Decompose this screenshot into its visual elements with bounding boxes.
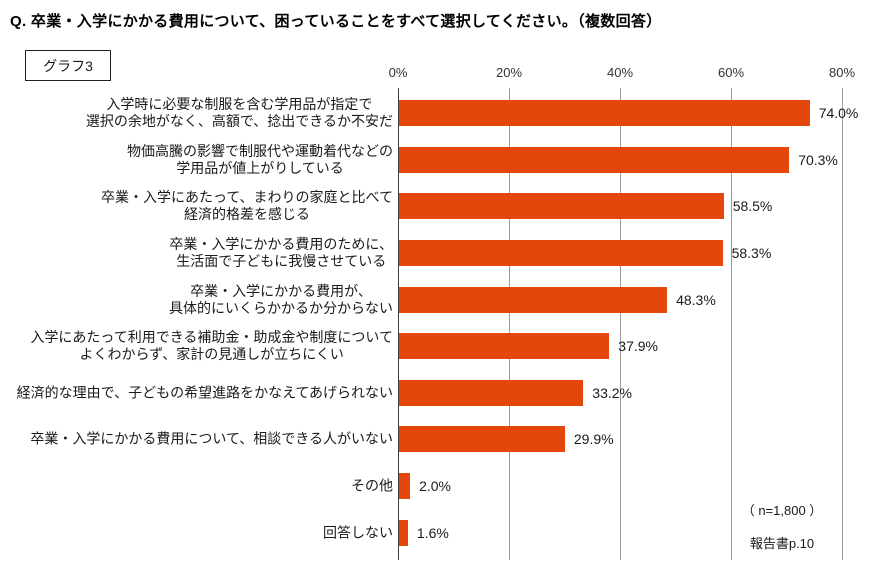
category-label: 入学にあたって利用できる補助金・助成金や制度について よくわからず、家計の見通し…	[30, 329, 393, 363]
category-label: 回答しない	[323, 524, 393, 541]
bar-line: 58.3%	[399, 230, 771, 277]
value-label: 1.6%	[416, 524, 449, 541]
bar-row: 入学時に必要な制服を含む学用品が指定で 選択の余地がなく、高額で、捻出できるか不…	[0, 90, 888, 137]
bar-row: 回答しない 1.6%	[0, 509, 888, 556]
axis-tick-label-80: 80%	[828, 65, 856, 80]
value-label: 29.9%	[573, 431, 614, 448]
value-label: 2.0%	[419, 478, 452, 495]
bar-row: 物価高騰の影響で制服代や運動着代などの 学用品が値上がりしている 70.3%	[0, 137, 888, 184]
bar	[399, 193, 724, 220]
bar	[399, 379, 584, 406]
category-label: その他	[351, 477, 393, 494]
bar-line: 33.2%	[399, 370, 632, 417]
graph-number-tag: グラフ3	[25, 50, 111, 81]
sample-size-note: （ n=1,800 ）	[741, 503, 823, 518]
value-label: 58.5%	[732, 198, 773, 215]
bar-line: 37.9%	[399, 323, 658, 370]
y-axis-line	[398, 88, 399, 560]
category-label: 入学時に必要な制服を含む学用品が指定で 選択の余地がなく、高額で、捻出できるか不…	[85, 96, 393, 130]
category-label: 経済的な理由で、子どもの希望進路をかなえてあげられない	[16, 384, 393, 401]
value-label: 37.9%	[618, 338, 658, 355]
bar-line: 48.3%	[399, 276, 716, 323]
bar	[399, 473, 411, 500]
bar	[399, 426, 565, 453]
bar-line: 1.6%	[399, 509, 449, 556]
bar-row: 卒業・入学にかかる費用が、 具体的にいくらかかるか分からない 48.3%	[0, 276, 888, 323]
bar-line: 70.3%	[399, 137, 838, 184]
bar-row: その他 2.0%	[0, 463, 888, 510]
bar	[399, 100, 810, 127]
value-label: 33.2%	[592, 384, 632, 401]
bar-line: 2.0%	[399, 463, 451, 510]
bar	[399, 286, 668, 313]
bar-line: 29.9%	[399, 416, 614, 463]
gridline-80	[842, 88, 843, 560]
gridline-20	[509, 88, 510, 560]
bar	[399, 333, 610, 360]
value-label: 58.3%	[731, 245, 772, 262]
bar	[399, 240, 723, 267]
bar-row: 卒業・入学にかかる費用について、相談できる人がいない 29.9%	[0, 416, 888, 463]
bar-row: 入学にあたって利用できる補助金・助成金や制度について よくわからず、家計の見通し…	[0, 323, 888, 370]
category-label: 卒業・入学にかかる費用について、相談できる人がいない	[30, 430, 393, 447]
bar	[399, 146, 790, 173]
category-label: 物価高騰の影響で制服代や運動着代などの 学用品が値上がりしている	[127, 142, 393, 176]
question-title: Q. 卒業・入学にかかる費用について、困っていることをすべて選択してください。（…	[10, 13, 662, 30]
value-label: 70.3%	[798, 151, 838, 168]
category-label: 卒業・入学にかかる費用のために、 生活面で子どもに我慢させている	[169, 236, 393, 270]
graph-number-label: グラフ3	[43, 57, 93, 74]
report-page-note: 報告書p.10	[749, 536, 815, 551]
value-label: 48.3%	[676, 291, 716, 308]
gridline-60	[731, 88, 732, 560]
bar	[399, 519, 408, 546]
value-label: 74.0%	[818, 105, 859, 122]
axis-tick-label-0: 0%	[388, 65, 408, 80]
bar-row: 卒業・入学にかかる費用のために、 生活面で子どもに我慢させている 58.3%	[0, 230, 888, 277]
bar-line: 74.0%	[399, 90, 858, 137]
axis-tick-label-40: 40%	[606, 65, 634, 80]
category-label: 卒業・入学にかかる費用が、 具体的にいくらかかるか分からない	[169, 282, 393, 316]
plot-area: 入学時に必要な制服を含む学用品が指定で 選択の余地がなく、高額で、捻出できるか不…	[0, 90, 888, 556]
category-label: 卒業・入学にあたって、まわりの家庭と比べて 経済的格差を感じる	[100, 189, 393, 223]
bar-row: 経済的な理由で、子どもの希望進路をかなえてあげられない 33.2%	[0, 370, 888, 417]
bar-row: 卒業・入学にあたって、まわりの家庭と比べて 経済的格差を感じる 58.5%	[0, 183, 888, 230]
bar-line: 58.5%	[399, 183, 772, 230]
axis-tick-label-20: 20%	[495, 65, 523, 80]
axis-tick-label-60: 60%	[717, 65, 745, 80]
gridline-40	[620, 88, 621, 560]
